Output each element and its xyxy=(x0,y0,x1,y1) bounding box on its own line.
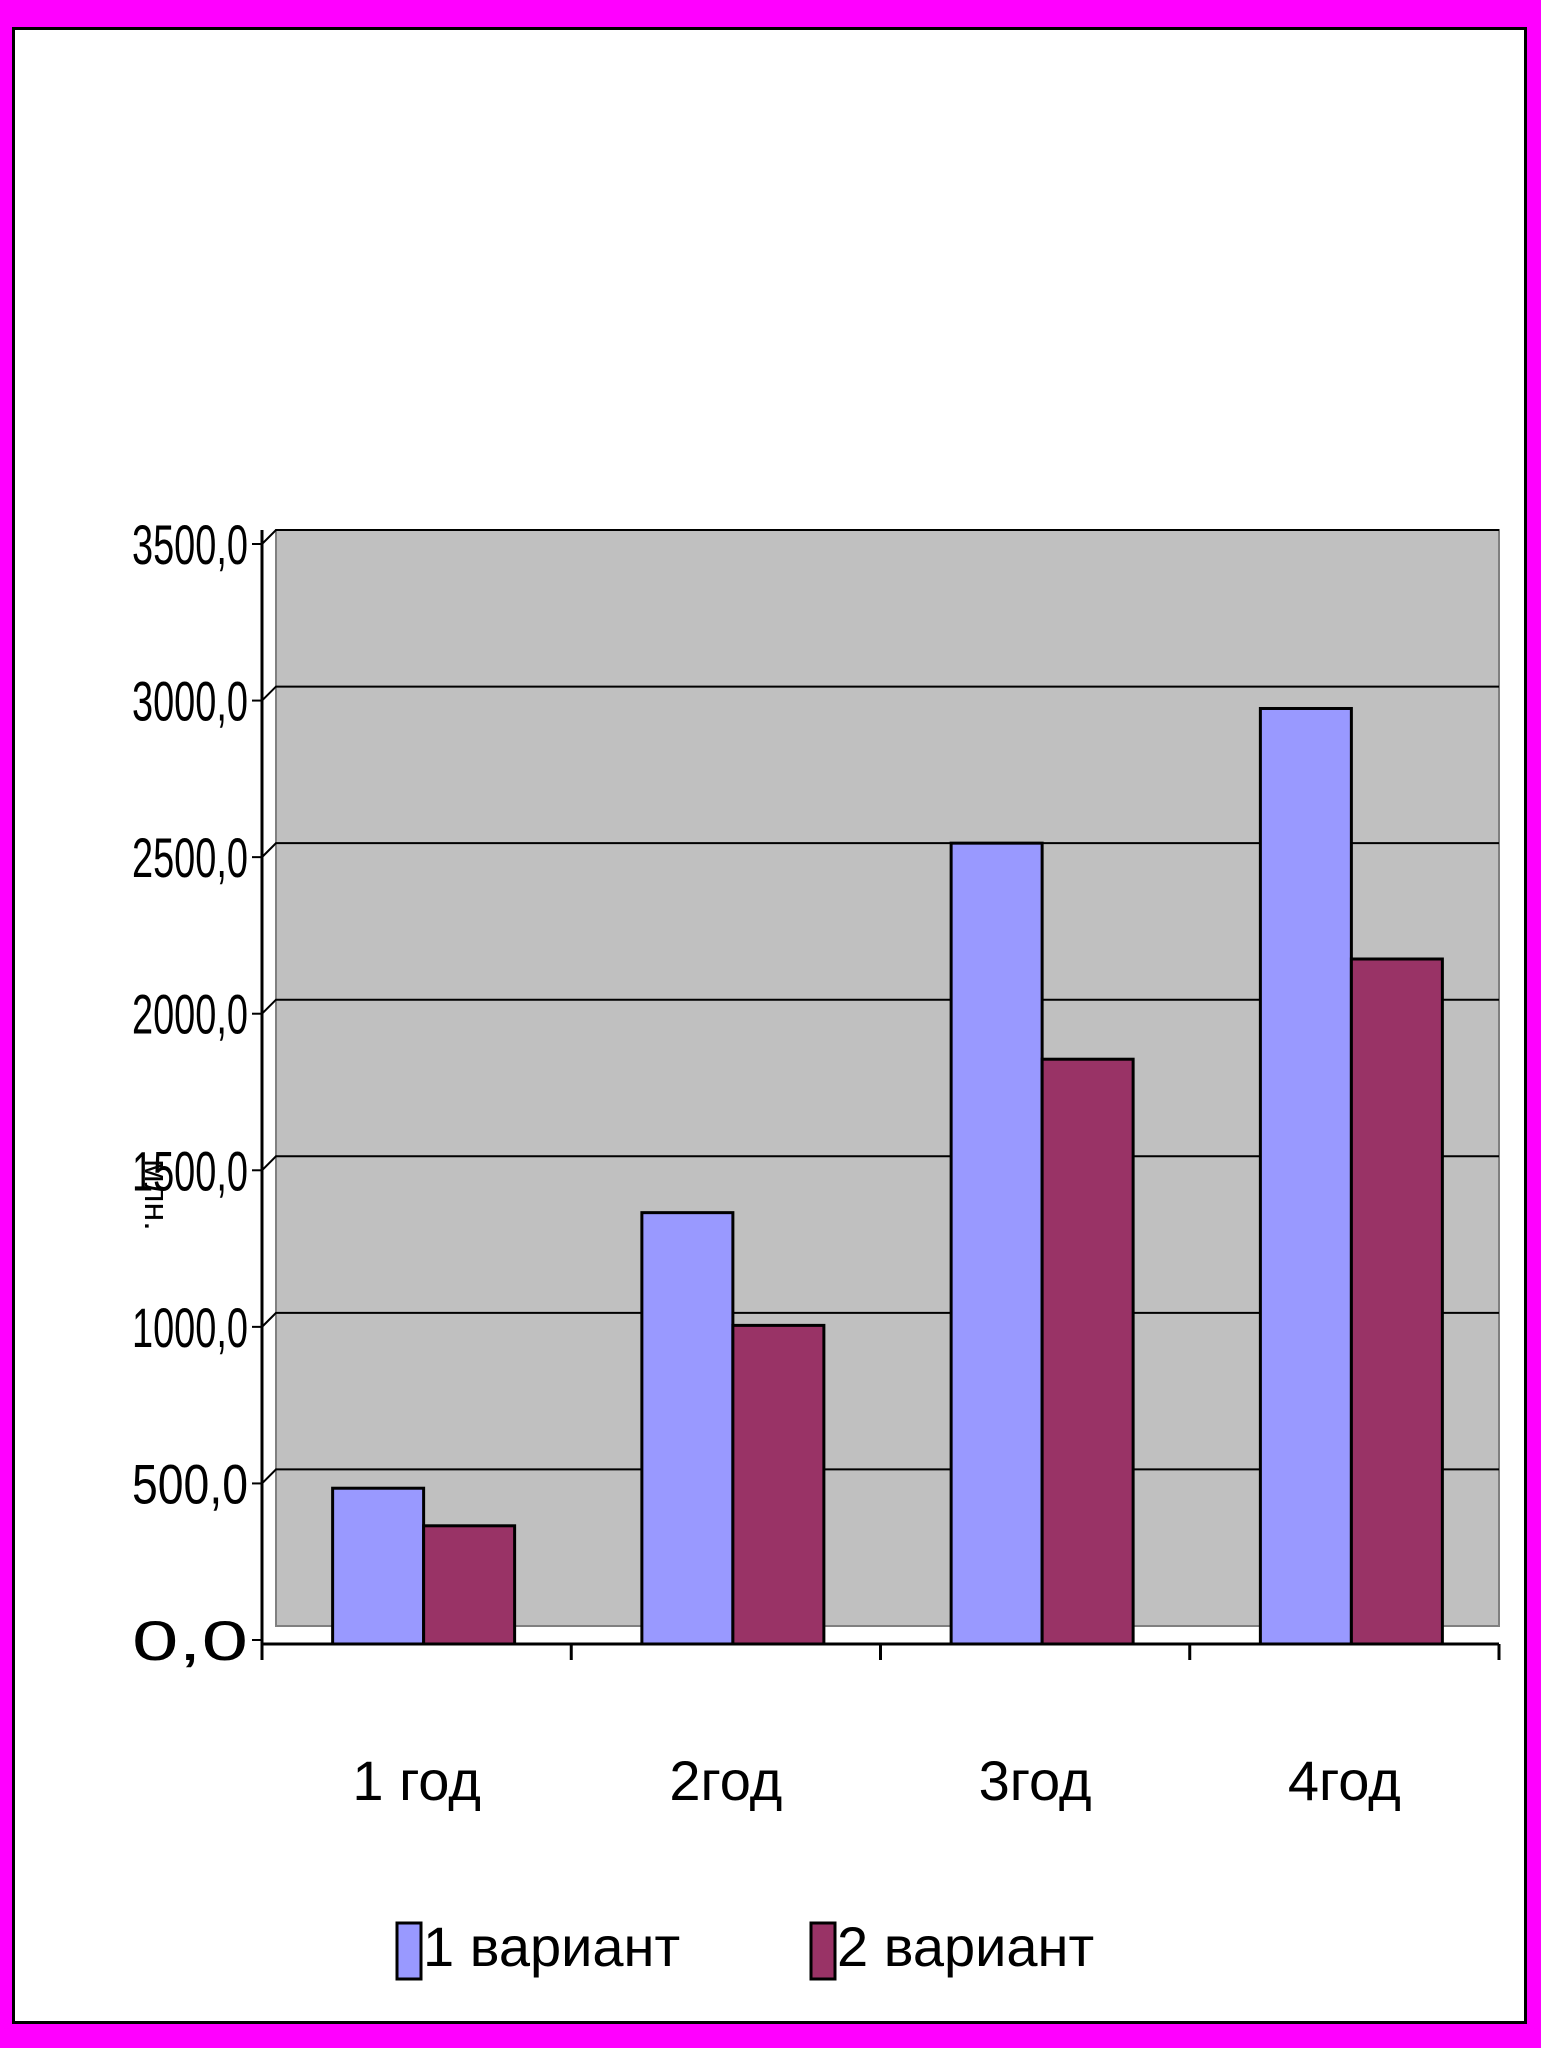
x-category-label: 1 год xyxy=(352,1749,481,1812)
y-tick-label: 1000,0 xyxy=(132,1296,248,1359)
y-tick-label: 3500,0 xyxy=(132,513,248,576)
bars xyxy=(331,706,1444,1646)
axes xyxy=(252,530,1501,1660)
gridline xyxy=(261,842,1499,858)
y-tick-label: 2000,0 xyxy=(132,983,248,1046)
y-tick-label: 2500,0 xyxy=(132,826,248,889)
x-category-labels: 1 год 2год 3год 4год xyxy=(352,1749,1400,1812)
gridline xyxy=(261,998,1499,1015)
x-category-label: 3год xyxy=(979,1749,1092,1812)
y-tick-labels: 0,0 500,0 1000,0 1500,0 2000,0 2500,0 3000,0 35… xyxy=(132,513,248,1672)
bar-1-2 xyxy=(640,1211,735,1646)
legend: 1 вариант 2 вариант xyxy=(395,1915,1094,1981)
bar-1-3 xyxy=(949,841,1044,1646)
y-tick-label: 0,0 xyxy=(132,1609,248,1672)
bar-1-4 xyxy=(1258,706,1353,1646)
bar-2-3 xyxy=(1040,1057,1135,1646)
x-category-label: 2год xyxy=(669,1749,782,1812)
y-tick-label: 1500,0 xyxy=(132,1139,248,1202)
x-category-label: 4год xyxy=(1288,1749,1401,1812)
chart-frame: 0,0 500,0 1000,0 1500,0 2000,0 2500,0 3000,0 35… xyxy=(12,27,1527,2024)
bar-chart: 0,0 500,0 1000,0 1500,0 2000,0 2500,0 3000,0 35… xyxy=(132,513,1501,1981)
legend-label-2: 2 вариант xyxy=(837,1915,1094,1978)
y-axis-label: млн. xyxy=(137,1159,175,1230)
legend-swatch-2 xyxy=(809,1921,837,1981)
bar-2-4 xyxy=(1349,957,1444,1646)
y-tick-label: 3000,0 xyxy=(132,670,248,733)
legend-swatch-1 xyxy=(395,1921,423,1981)
gridline xyxy=(261,529,1499,545)
bar-1-1 xyxy=(331,1486,426,1646)
gridline xyxy=(261,685,1499,702)
y-tick-label: 500,0 xyxy=(132,1452,248,1515)
bar-2-1 xyxy=(422,1524,517,1646)
bar-2-2 xyxy=(731,1323,826,1646)
legend-label-1: 1 вариант xyxy=(423,1915,680,1978)
